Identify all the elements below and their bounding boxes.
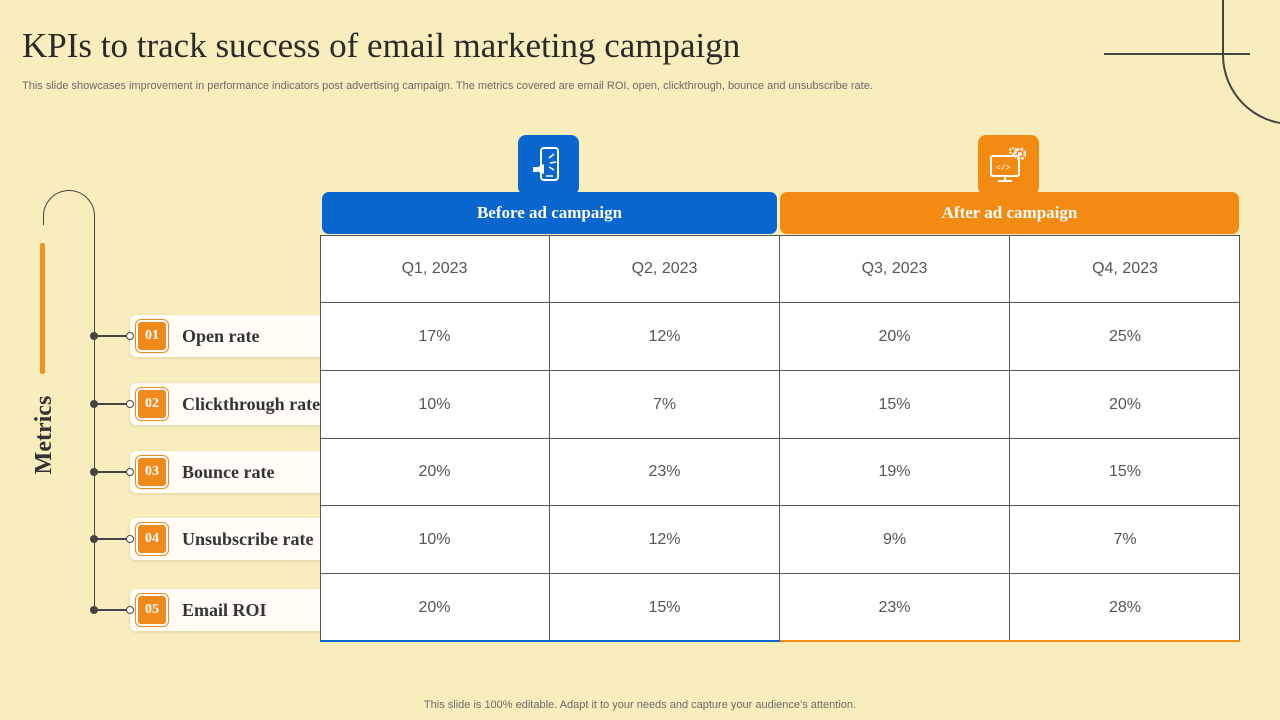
decorative-line: [1104, 53, 1250, 55]
quarter-header: Q1, 2023: [320, 235, 550, 303]
kpi-table: Q1, 2023 Q2, 2023 Q3, 2023 Q4, 2023 17% 12% 20…: [320, 235, 1240, 642]
table-cell: 20%: [780, 303, 1010, 371]
quarter-header: Q3, 2023: [780, 235, 1010, 303]
metric-number-badge: 01: [135, 319, 169, 353]
quarter-header: Q4, 2023: [1010, 235, 1240, 303]
before-bottom-accent: [320, 640, 780, 642]
metric-name: Clickthrough rate: [182, 393, 321, 414]
connector-ring: [126, 606, 134, 614]
after-campaign-header: After ad campaign: [780, 192, 1239, 234]
metrics-accent-bar: [40, 243, 45, 374]
metric-number-badge: 03: [135, 455, 169, 489]
table-cell: 15%: [550, 574, 780, 642]
connector-line: [94, 609, 132, 611]
connector-dot: [90, 468, 98, 476]
connector-line: [94, 403, 132, 405]
metric-name: Bounce rate: [182, 461, 275, 482]
connector-ring: [126, 468, 134, 476]
connector-dot: [90, 400, 98, 408]
table-cell: 12%: [550, 506, 780, 574]
before-campaign-icon-box: [518, 135, 579, 195]
table-cell: 28%: [1108, 599, 1142, 616]
table-cell: 15%: [1010, 439, 1240, 506]
connector-line: [94, 471, 132, 473]
connector-dot: [90, 332, 98, 340]
metric-name: Email ROI: [182, 599, 267, 620]
table-cell: 25%: [1010, 303, 1240, 371]
footer-note: This slide is 100% editable. Adapt it to…: [423, 699, 857, 711]
table-cell: 10%: [320, 506, 550, 574]
table-cell: 7%: [1010, 506, 1240, 574]
after-bottom-accent: [780, 640, 1240, 642]
connector-ring: [126, 332, 134, 340]
metric-name: Unsubscribe rate: [182, 528, 314, 549]
connector-ring: [126, 400, 134, 408]
table-cell: 12%: [550, 303, 780, 371]
table-cell: 23%: [780, 574, 1010, 642]
decorative-arc: [1222, 0, 1280, 125]
metrics-label: Metrics: [31, 395, 57, 475]
mobile-megaphone-icon: [532, 147, 559, 181]
metric-number-badge: 02: [135, 387, 169, 421]
connector-line: [94, 538, 132, 540]
table-cell: 15%: [780, 371, 1010, 439]
table-cell: 10%: [320, 371, 550, 439]
page-subtitle: This slide showcases improvement in perf…: [22, 80, 873, 92]
connector-dot: [90, 535, 98, 543]
table-cell: 20%: [1010, 371, 1240, 439]
after-campaign-icon-box: </>: [978, 135, 1039, 195]
page-title: KPIs to track success of email marketing…: [22, 26, 741, 65]
metric-number-badge: 04: [135, 522, 169, 556]
table-cell: 7%: [550, 371, 780, 439]
table-cell: 20%: [320, 574, 550, 642]
table-cell: 23%: [550, 439, 780, 506]
metric-name: Open rate: [182, 325, 260, 346]
table-cell: 17%: [320, 303, 550, 371]
before-campaign-header: Before ad campaign: [322, 192, 777, 234]
quarter-header: Q2, 2023: [550, 235, 780, 303]
metric-number-badge: 05: [135, 593, 169, 627]
connector-line: [94, 335, 132, 337]
connector-dot: [90, 606, 98, 614]
svg-text:</>: </>: [996, 164, 1011, 173]
monitor-gear-icon: </>: [989, 147, 1026, 182]
table-cell: 19%: [780, 439, 1010, 506]
connector-ring: [126, 535, 134, 543]
table-cell: 20%: [320, 439, 550, 506]
table-cell: 9%: [780, 506, 1010, 574]
